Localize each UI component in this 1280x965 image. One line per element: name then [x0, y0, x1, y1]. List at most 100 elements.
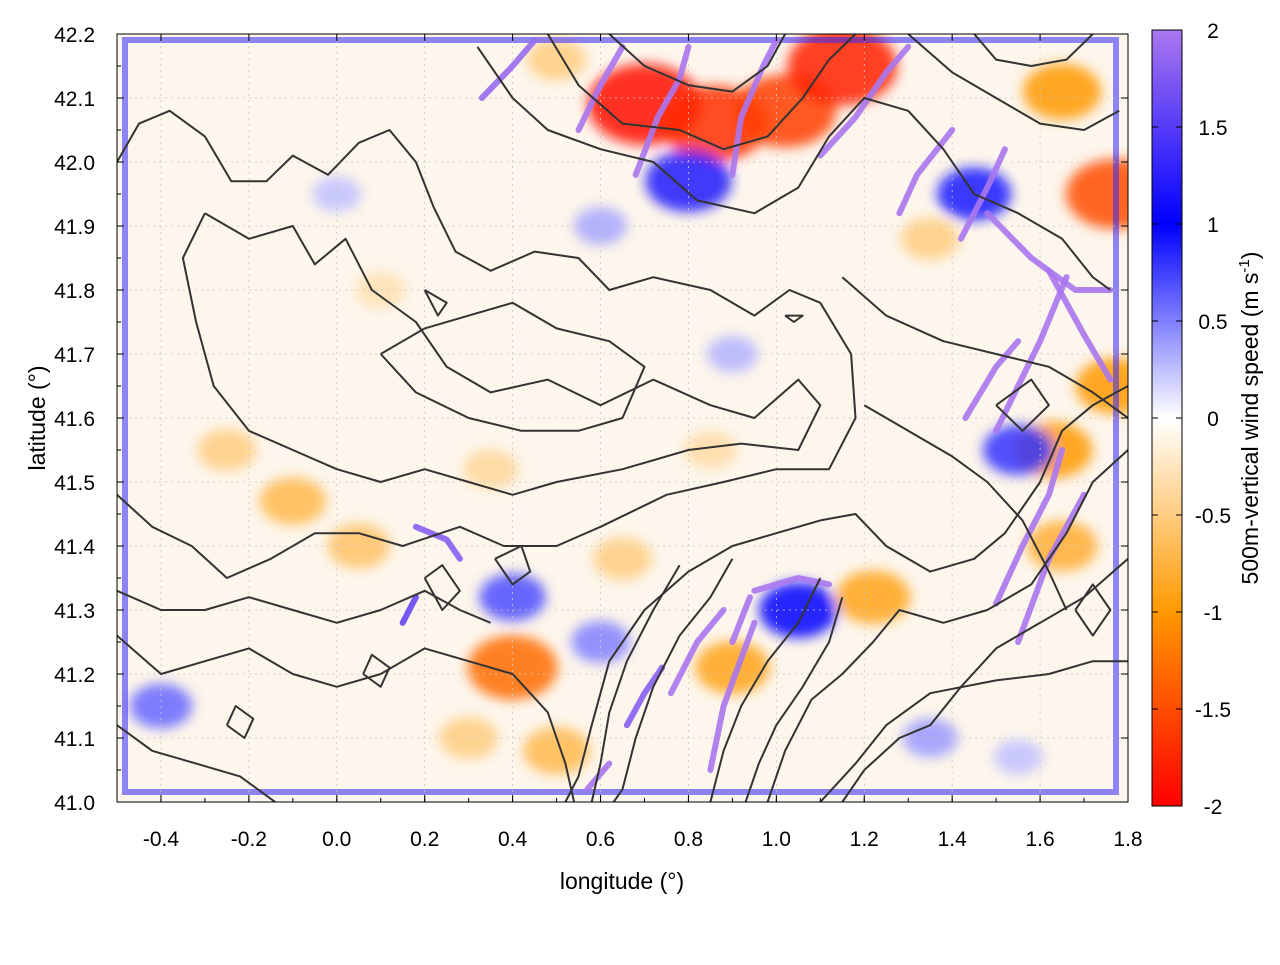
colorbar-title-sup: -1: [1236, 259, 1253, 272]
colorbar-tick-label: -1: [1204, 602, 1223, 625]
colorbar-ticks: -2 -1.5 -1 -0.5 0 0.5 1 1.5 2: [1152, 20, 1231, 819]
y-tick-label: 41.4: [54, 536, 95, 559]
wind-streak: [478, 37, 538, 101]
colorbar-title-main: 500m-vertical wind speed (m s: [1237, 273, 1263, 585]
x-tick-label: -0.2: [231, 828, 267, 851]
terrain-contour: [117, 724, 276, 802]
field-hotspot: [706, 335, 758, 373]
wind-streak: [993, 447, 1066, 607]
terrain-contour: [181, 212, 822, 496]
field-hotspot: [527, 38, 586, 81]
field-hotspot: [902, 718, 958, 758]
wind-streak: [707, 619, 758, 773]
wind-streak: [412, 523, 463, 562]
field-hotspot: [1065, 159, 1128, 229]
terrain-contour: [476, 46, 1111, 291]
field-hotspot: [312, 176, 362, 212]
terrain-contour: [117, 589, 491, 624]
terrain-contour: [225, 705, 255, 739]
field-hotspot: [683, 431, 737, 469]
terrain-contour: [546, 34, 857, 151]
terrain-contour: [841, 276, 1128, 419]
x-tick-label: 1.4: [938, 828, 968, 851]
terrain-contour: [117, 634, 576, 802]
terrain-contour: [973, 34, 1094, 67]
x-tick-label: 1.2: [850, 828, 879, 851]
field-hotspot: [467, 635, 558, 700]
field-hotspot: [835, 570, 911, 624]
field-hotspot: [695, 641, 770, 695]
terrain-contour: [995, 378, 1050, 432]
colorbar-tick-label: 2: [1207, 20, 1219, 43]
wind-streak: [623, 664, 666, 729]
field-hotspot: [759, 582, 838, 638]
terrain-contour: [362, 653, 391, 688]
terrain-contour: [494, 545, 532, 586]
field-hotspot: [523, 727, 590, 775]
terrain-contour: [907, 34, 1120, 131]
terrain-contour: [423, 564, 461, 611]
wind-streak: [817, 43, 912, 159]
x-tick-label: 0.4: [498, 828, 528, 851]
wind-streak: [632, 43, 692, 178]
field-hotspot: [1026, 520, 1098, 572]
terrain-contour: [117, 109, 857, 579]
field-hotspot: [593, 537, 652, 580]
colorbar-tick-label: 1: [1207, 214, 1219, 237]
wind-streak: [575, 43, 626, 133]
field-hotspot: [479, 573, 546, 621]
field-hotspot: [197, 429, 257, 471]
terrain-contour: [766, 449, 1128, 802]
y-tick-label: 41.2: [54, 664, 95, 687]
x-tick-label: 1.0: [762, 828, 791, 851]
field-hotspot: [982, 424, 1054, 476]
terrain-contour: [612, 558, 734, 802]
field-hotspot: [259, 477, 327, 525]
x-tick-label: 0.0: [322, 828, 351, 851]
field-hotspot: [645, 150, 732, 212]
wind-streak: [993, 274, 1070, 434]
y-tick-label: 41.5: [54, 472, 95, 495]
colorbar-tick-label: 1.5: [1198, 117, 1227, 140]
terrain-contour: [608, 34, 786, 93]
x-axis-title: longitude (°): [560, 868, 684, 894]
field-hotspot: [787, 34, 898, 106]
x-axis: -0.4 -0.2 0.0 0.2 0.4 0.6 0.8 1.0 1.2 1.4 1.6 1.8: [116, 34, 1143, 851]
wind-streak: [729, 594, 753, 645]
y-axis-title: latitude (°): [24, 365, 50, 470]
y-tick-label: 41.8: [54, 280, 95, 303]
y-tick-label: 42.0: [54, 152, 95, 175]
colorbar-tick-label: -2: [1204, 796, 1223, 819]
x-tick-label: 0.8: [674, 828, 703, 851]
terrain-contour: [590, 564, 681, 802]
terrain-contour: [564, 385, 1128, 802]
y-tick-label: 41.6: [54, 408, 95, 431]
wind-streak: [962, 338, 1022, 421]
colorbar-title-close: ): [1237, 252, 1263, 260]
field-hotspot: [355, 271, 407, 309]
x-tick-label: 0.6: [586, 828, 615, 851]
terrain-contour: [863, 404, 1068, 611]
field-hotspot: [1022, 63, 1102, 120]
wind-field-layer: [122, 34, 1128, 795]
terrain-contour: [744, 596, 844, 802]
terrain-contour: [423, 289, 448, 317]
y-tick-label: 42.2: [54, 24, 95, 47]
x-tick-label: 1.6: [1025, 828, 1054, 851]
y-tick-label: 41.7: [54, 344, 95, 367]
terrain-contour: [379, 301, 646, 432]
wind-streak: [399, 594, 419, 626]
wind-streak: [1045, 267, 1114, 383]
x-tick-label: -0.4: [143, 828, 180, 851]
field-hotspot: [900, 217, 960, 260]
y-tick-label: 42.1: [54, 88, 95, 111]
y-tick-label: 41.1: [54, 728, 95, 751]
y-axis: 41.0 41.1 41.2 41.3 41.4 41.5 41.6 41.7 41.8 41.9…: [54, 24, 1128, 815]
y-tick-label: 41.0: [54, 792, 95, 815]
contour-layer: [117, 34, 1128, 802]
field-hotspot: [439, 717, 499, 759]
wind-streak: [667, 607, 727, 697]
x-tick-label: 1.8: [1113, 828, 1142, 851]
